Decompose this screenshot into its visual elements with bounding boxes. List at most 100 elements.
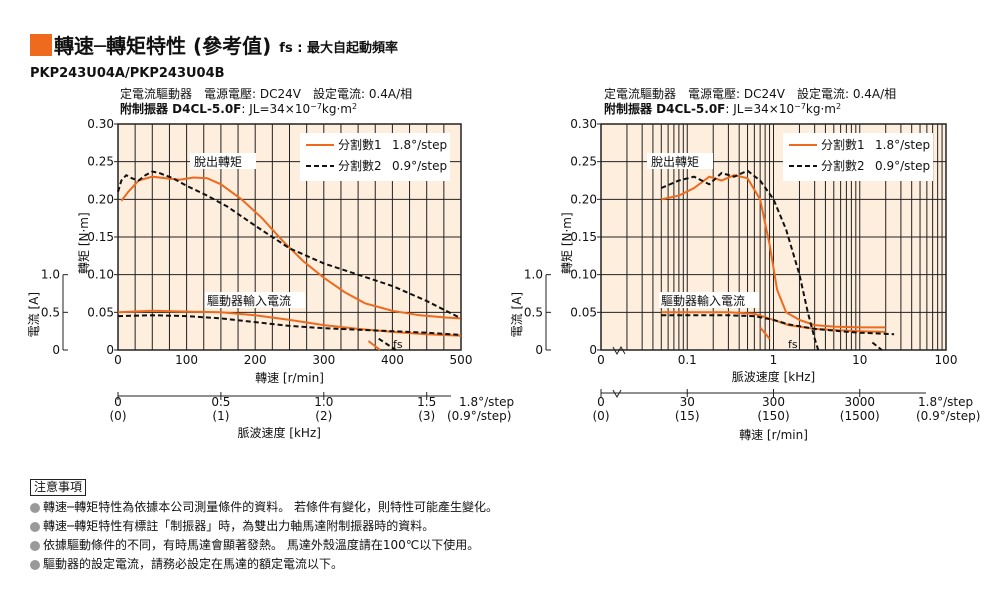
speed-tick-sub: (0) [593, 409, 610, 423]
note-item: 轉速─轉矩特性有標註「制振器」時，為雙出力軸馬達附制振器時的資料。 [30, 517, 498, 536]
x-tick-label: 1 [770, 353, 778, 367]
bullet-icon [30, 521, 40, 532]
current-label-bg [659, 292, 759, 308]
fs-label: fs [393, 338, 403, 351]
y-tick-label: 0.20 [570, 192, 597, 206]
page-header: 轉速─轉矩特性 (參考值) fs : 最大自起動頻率 [30, 30, 398, 59]
series-torque [661, 174, 886, 329]
speed-tick-label: 300 [762, 395, 785, 409]
step-full-label: 1.8°/step [459, 395, 514, 409]
conditions-line1: 定電流驅動器 電源電壓: DC24V 設定電流: 0.4A/相 [604, 86, 896, 101]
current-axis-label: 電流 [A] [510, 292, 524, 337]
conditions-line2: 附制振器 D4CL-5.0F: JL=34×10−7kg·m2 [604, 101, 841, 116]
legend-box [783, 133, 933, 181]
legend-box [300, 133, 450, 181]
legend-label: 分割數1 [821, 137, 865, 152]
pulse-axis-label: 脈波速度 [kHz] [732, 369, 815, 384]
current-tick-label: 0 [535, 343, 543, 357]
legend-step: 1.8°/step [392, 138, 447, 152]
torque-axis-label: 轉矩 [N·m] [560, 212, 574, 274]
series-current [661, 314, 895, 336]
legend-step: 0.9°/step [875, 159, 930, 173]
model-name: PKP243U04A/PKP243U04B [30, 66, 225, 81]
pulse-tick-sub: (0) [110, 409, 127, 423]
series-torque [120, 175, 462, 320]
step-half-label: (0.9°/step) [447, 409, 511, 423]
legend-label: 分割數2 [821, 158, 865, 173]
current-label-bg [205, 292, 305, 308]
y-tick-label: 0.05 [570, 305, 597, 319]
title-marker-icon [30, 33, 52, 56]
y-tick-label: 0.10 [570, 268, 597, 282]
y-tick-label: 0.15 [570, 230, 597, 244]
note-item: 驅動器的設定電流，請務必設定在馬達的額定電流以下。 [30, 555, 498, 574]
legend-label: 分割數1 [338, 137, 382, 152]
y-tick-label: 0.30 [87, 117, 114, 131]
legend-step: 0.9°/step [392, 159, 447, 173]
pulse-tick-label: 1.5 [417, 395, 436, 409]
note-text: 驅動器的設定電流，請務必設定在馬達的額定電流以下。 [43, 557, 344, 571]
y-tick-label: 0.25 [570, 155, 597, 169]
pulse-tick-label: 0.5 [211, 395, 230, 409]
speed-tick-sub: (1500) [840, 409, 880, 423]
note-text: 轉速─轉矩特性為依據本公司測量條件的資料。 若條件有變化，則特性可能產生變化。 [43, 500, 499, 514]
y-tick-label: 0.25 [87, 155, 114, 169]
y-tick-label: 0.05 [87, 305, 114, 319]
pulse-tick-sub: (1) [212, 409, 229, 423]
x-tick-label: 500 [450, 353, 473, 367]
conditions-line2: 附制振器 D4CL-5.0F: JL=34×10−7kg·m2 [120, 101, 357, 116]
y-tick-label: 0.20 [87, 192, 114, 206]
series-fs [367, 340, 381, 351]
series-torque [117, 170, 462, 320]
conditions-line1: 定電流驅動器 電源電壓: DC24V 設定電流: 0.4A/相 [120, 86, 412, 101]
legend-step: 1.8°/step [875, 138, 930, 152]
pulse-tick-sub: (2) [315, 409, 332, 423]
series-torque [660, 169, 820, 351]
series-current [117, 309, 462, 337]
driver-current-label: 驅動器輸入電流 [207, 293, 291, 308]
current-tick-label: 0.5 [41, 305, 60, 319]
speed-tick-sub: (15) [675, 409, 700, 423]
series-fs [871, 341, 883, 351]
pulse-axis-label: 脈波速度 [kHz] [237, 425, 320, 440]
speed-tick-sub: (150) [757, 409, 789, 423]
page-title: 轉速─轉矩特性 (參考值) [54, 34, 272, 58]
legend-label: 分割數2 [338, 158, 382, 173]
speed-tick-label: 0 [597, 395, 605, 409]
bullet-icon [30, 559, 40, 570]
current-tick-label: 0.5 [524, 305, 543, 319]
torque-axis-label: 轉矩 [N·m] [77, 212, 91, 274]
speed-axis-label: 轉速 [r/min] [255, 371, 324, 385]
notes-section: 注意事項 轉速─轉矩特性為依據本公司測量條件的資料。 若條件有變化，則特性可能產… [30, 478, 498, 574]
note-text: 轉速─轉矩特性有標註「制振器」時，為雙出力軸馬達附制振器時的資料。 [43, 519, 435, 533]
current-tick-label: 1.0 [41, 268, 60, 282]
bullet-icon [30, 502, 40, 513]
speed-tick-label: 3000 [844, 395, 875, 409]
x-tick-label: 0 [114, 353, 122, 367]
x-tick-label: 0 [597, 353, 605, 367]
current-axis-label: 電流 [A] [27, 292, 41, 337]
x-tick-label: 300 [312, 353, 335, 367]
series-current [117, 314, 462, 336]
y-tick-label: 0.15 [87, 230, 114, 244]
pulse-tick-label: 1.0 [314, 395, 333, 409]
pulse-tick-sub: (3) [418, 409, 435, 423]
step-half-label: (0.9°/step) [916, 409, 980, 423]
driver-current-label: 驅動器輸入電流 [661, 293, 745, 308]
x-tick-label: 200 [244, 353, 267, 367]
pulse-tick-label: 0 [114, 395, 122, 409]
x-tick-label: 10 [852, 353, 867, 367]
pullout-label-bg [190, 153, 256, 169]
current-tick-label: 0 [52, 343, 60, 357]
note-text: 依據驅動條件的不同，有時馬達會顯著發熱。 馬達外殼溫度請在100℃以下使用。 [43, 538, 480, 552]
y-tick-label: 0 [106, 343, 114, 357]
y-tick-label: 0.10 [87, 268, 114, 282]
notes-title: 注意事項 [30, 479, 87, 496]
fs-note: fs : 最大自起動頻率 [279, 41, 398, 56]
x-tick-label: 100 [175, 353, 198, 367]
speed-axis-label: 轉速 [r/min] [739, 428, 808, 442]
step-full-label: 1.8°/step [918, 395, 973, 409]
current-tick-label: 1.0 [524, 268, 543, 282]
note-item: 轉速─轉矩特性為依據本公司測量條件的資料。 若條件有變化，則特性可能產生變化。 [30, 498, 498, 517]
